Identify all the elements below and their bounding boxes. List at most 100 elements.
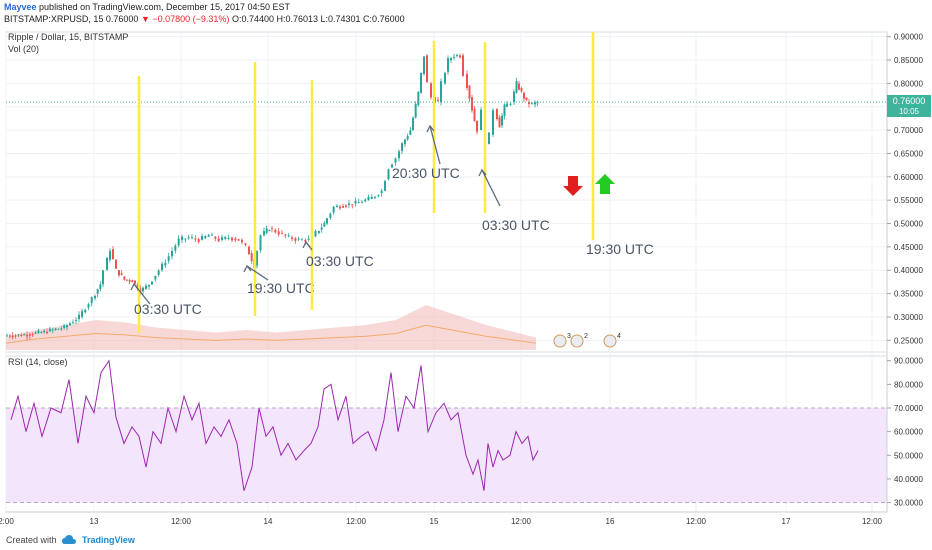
candle-body: [323, 222, 326, 227]
candle-body: [294, 238, 297, 241]
candle-body: [351, 204, 354, 206]
author-name[interactable]: Mayvee: [4, 2, 37, 12]
candle-body: [263, 231, 265, 236]
time-tick-label: 12:00: [862, 517, 883, 526]
price-tick-label: 0.60000: [894, 173, 923, 182]
candle-body: [456, 54, 458, 56]
candle-body: [518, 83, 520, 90]
candle-body: [8, 335, 11, 337]
candle-body: [501, 115, 503, 126]
marker-pointer: [246, 265, 269, 281]
candle-body: [387, 169, 390, 180]
candle-body: [468, 85, 471, 99]
red-down-arrow-icon: [563, 176, 583, 196]
candle-body: [23, 334, 26, 336]
candle-body: [191, 237, 193, 239]
candle-body: [404, 139, 406, 145]
candle-body: [488, 132, 490, 145]
candle-body: [326, 218, 328, 224]
candle-body: [131, 280, 134, 283]
price-chart[interactable]: 03:30 UTC 19:30 UTC 03:30 UTC 20:30 UTC 03:3…: [0, 28, 932, 531]
tradingview-brand[interactable]: TradingView: [82, 535, 135, 545]
price-tick-label: 0.50000: [894, 220, 923, 229]
candle-body: [268, 230, 271, 232]
volume-ma-line: [5, 324, 537, 344]
candle-body: [204, 235, 207, 239]
candle-body: [234, 238, 237, 241]
candle-body: [271, 228, 273, 230]
candle-body: [336, 205, 338, 208]
candle-body: [120, 273, 123, 275]
candle-body: [496, 109, 498, 120]
publish-line: Mayvee published on TradingView.com, Dec…: [4, 1, 290, 13]
candle-body: [394, 158, 397, 163]
price-tick-label: 0.65000: [894, 149, 923, 158]
price-tick-label: 0.55000: [894, 196, 923, 205]
candle-body: [28, 334, 31, 336]
candle-body: [221, 237, 223, 240]
candle-body: [51, 329, 54, 331]
candle-body: [197, 239, 200, 242]
candle-body: [447, 58, 449, 72]
published-text: published on TradingView.com, December 1…: [39, 2, 291, 12]
marker-arrowhead: [243, 264, 252, 273]
candle-body: [112, 249, 114, 259]
rsi-tick-label: 40.0000: [894, 475, 923, 484]
candle-body: [66, 325, 68, 328]
candle-body: [142, 287, 144, 292]
candle-body: [480, 109, 482, 131]
candle-body: [320, 227, 323, 230]
candle-body: [377, 195, 380, 197]
ohlc-values: O:0.74400 H:0.76013 L:0.74301 C:0.76000: [231, 14, 405, 24]
symbol-line: BITSTAMP:XRPUSD, 15 0.76000 ▼ −0.07800 (…: [4, 13, 405, 25]
time-tick-label: 16: [606, 517, 615, 526]
candle-body: [72, 322, 74, 324]
candle-body: [187, 237, 190, 239]
price-tick-label: 0.45000: [894, 243, 923, 252]
candle-body: [167, 256, 170, 261]
event-count: 4: [617, 333, 621, 340]
candle-body: [471, 97, 473, 111]
candle-body: [492, 110, 494, 135]
time-tick-label: 17: [782, 517, 791, 526]
candle-body: [237, 239, 240, 241]
time-tick-label: 15: [430, 517, 439, 526]
footer: Created with TradingView: [0, 531, 932, 550]
price-tick-label: 0.90000: [894, 33, 923, 42]
candle-body: [339, 206, 341, 209]
candle-body: [314, 231, 317, 237]
candle-body: [84, 309, 87, 313]
candle-body: [106, 257, 108, 271]
candle-body: [241, 239, 243, 243]
badge-price: 0.76000: [893, 96, 926, 106]
candle-body: [69, 323, 71, 326]
candle-body: [426, 55, 428, 83]
candle-body: [14, 335, 17, 337]
candle-body: [430, 83, 432, 98]
price-tick-label: 0.70000: [894, 126, 923, 135]
time-tick-label: 12:00: [511, 517, 532, 526]
candle-body: [157, 270, 160, 275]
candle-body: [90, 297, 93, 303]
candle-body: [412, 117, 414, 131]
candle-body: [250, 253, 253, 262]
candle-body: [109, 250, 111, 260]
rsi-tick-label: 30.0000: [894, 499, 923, 508]
candles-layer: [6, 53, 887, 491]
marker-label: 03:30 UTC: [134, 301, 202, 317]
candle-body: [513, 91, 515, 103]
down-arrow-icon: ▼: [140, 14, 150, 24]
candle-body: [151, 281, 153, 285]
candle-body: [307, 238, 310, 240]
candle-body: [265, 228, 268, 233]
marker-pointer: [481, 169, 501, 207]
candle-body: [78, 314, 80, 320]
candle-body: [440, 81, 442, 103]
candle-body: [287, 235, 290, 237]
rsi-tick-label: 80.0000: [894, 380, 923, 389]
candle-body: [81, 311, 83, 317]
candle-body: [301, 239, 303, 241]
candle-body: [154, 275, 157, 280]
created-with-text: Created with: [6, 535, 57, 545]
candle-body: [145, 285, 147, 289]
